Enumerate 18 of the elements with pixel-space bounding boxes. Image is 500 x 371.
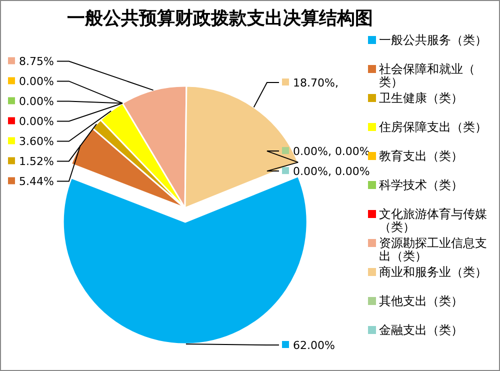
legend-label: 资源勘探工业信息支出（类） (379, 236, 487, 263)
data-label: 18.70%, (293, 76, 338, 90)
chart-title: 一般公共预算财政拨款支出决算结构图 (67, 8, 373, 29)
data-label: 5.44% (19, 175, 54, 188)
legend-label: 其他支出（类） (379, 294, 463, 308)
legend-label: 教育支出（类） (379, 149, 463, 163)
legend-label: 商业和服务业（类） (379, 265, 487, 279)
data-label: 1.52% (19, 155, 54, 168)
legend-label: 科学技术（类） (379, 178, 463, 192)
legend-label: 金融支出（类） (379, 323, 463, 337)
legend-label: 文化旅游体育与传媒（类） (379, 207, 487, 234)
legend-label: 住房保障支出（类） (378, 120, 487, 134)
data-label: 3.60% (19, 135, 54, 148)
legend-label: 卫生健康（类） (379, 91, 463, 105)
legend-label: 一般公共服务（类） (379, 33, 487, 47)
data-label: 62.00% (293, 339, 335, 352)
data-label: 8.75% (19, 55, 54, 68)
legend-label: 社会保障和就业（类） (379, 62, 475, 89)
